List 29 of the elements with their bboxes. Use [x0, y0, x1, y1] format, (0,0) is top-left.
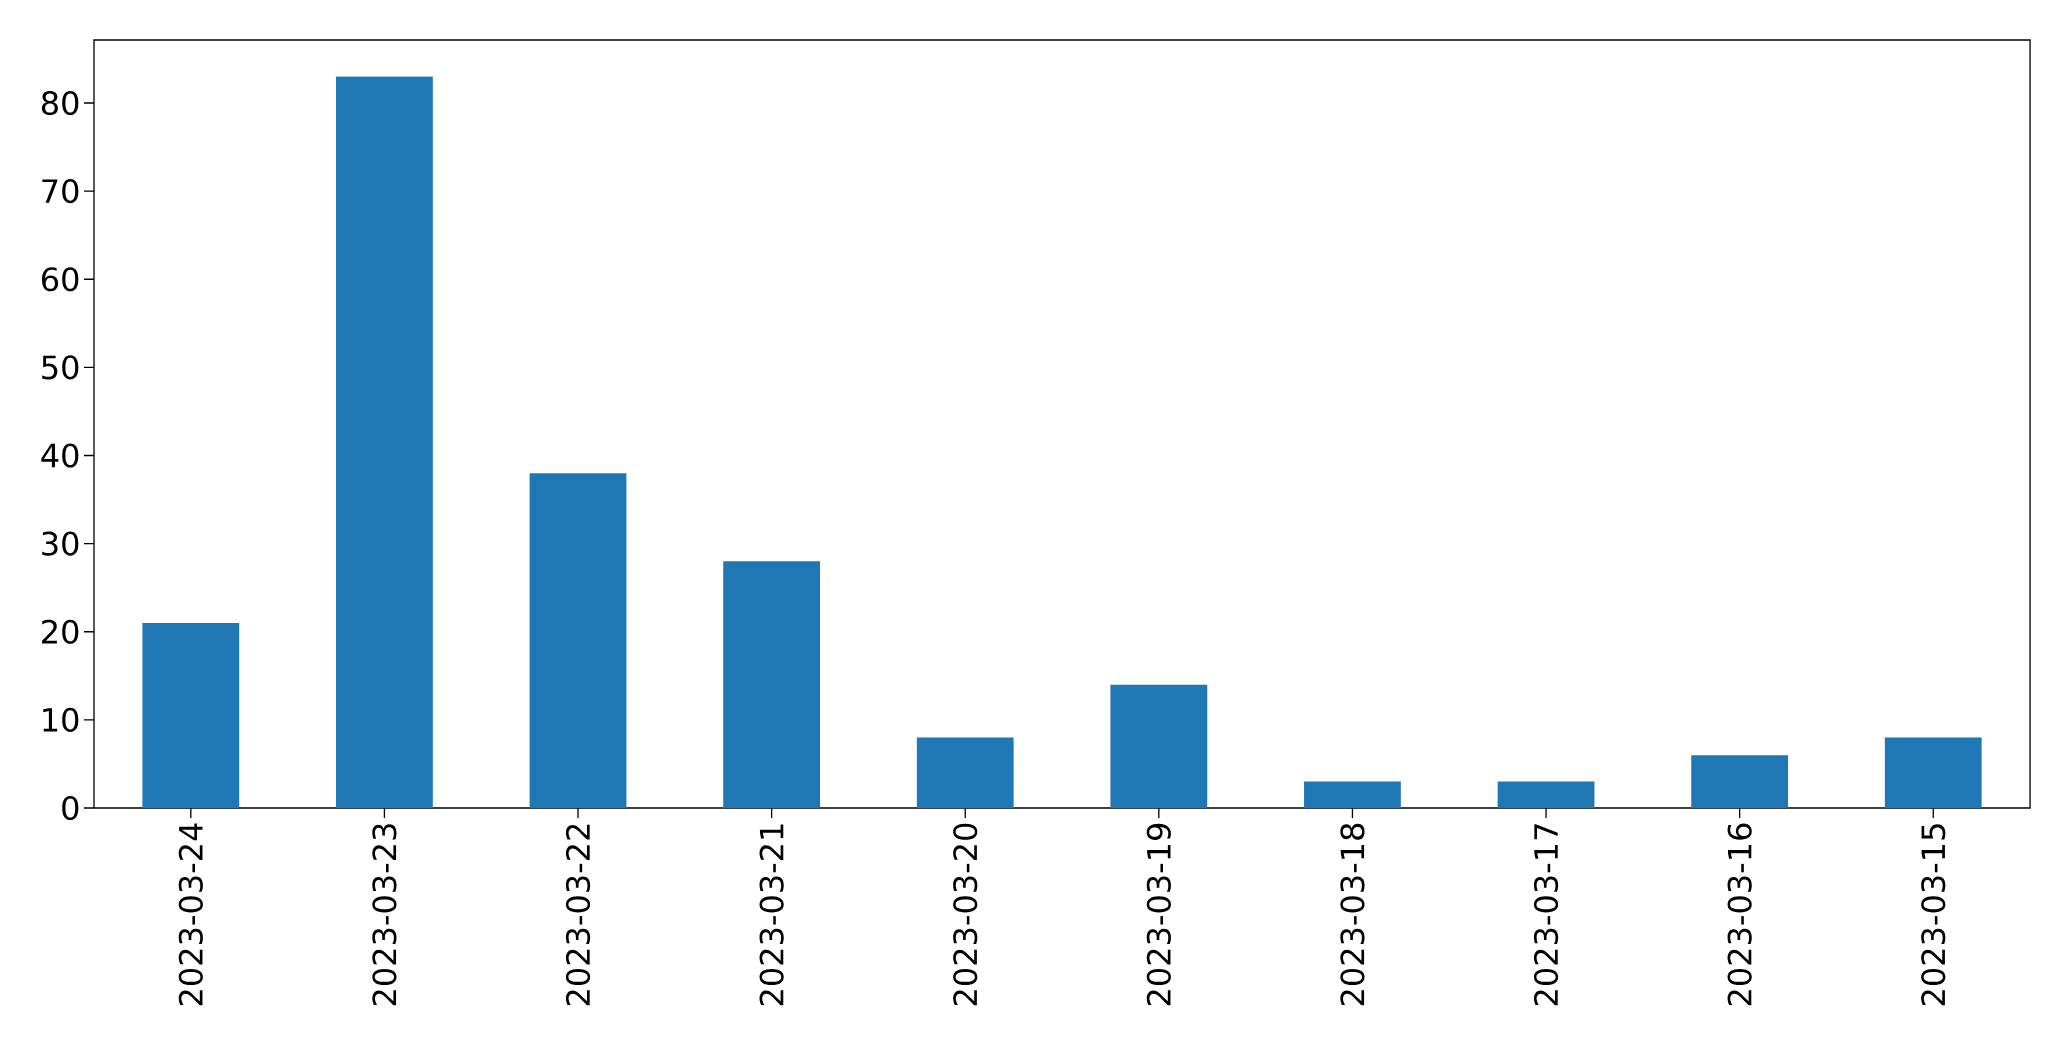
y-tick-label: 60: [41, 267, 79, 292]
y-tick-label: 20: [42, 619, 79, 644]
bar: [1110, 684, 1208, 808]
bar: [723, 561, 821, 808]
bar: [529, 473, 627, 808]
x-tick-label: 2023-03-18: [1340, 823, 1365, 1006]
y-tick-label: 10: [43, 707, 79, 732]
bar: [1497, 781, 1595, 808]
x-tick-label: 2023-03-17: [1533, 824, 1559, 1006]
y-tick-label: 50: [42, 355, 79, 380]
bar: [916, 737, 1014, 808]
x-tick-label: 2023-03-16: [1727, 823, 1752, 1006]
y-tick-label: 80: [41, 90, 79, 116]
x-tick-label: 2023-03-24: [178, 823, 203, 1006]
x-tick-label: 2023-03-20: [953, 823, 978, 1006]
y-tick-label: 40: [41, 443, 79, 468]
x-tick-label: 2023-03-15: [1921, 824, 1946, 1006]
x-tick-label: 2023-03-19: [1146, 823, 1171, 1006]
y-tick-label: 0: [62, 795, 79, 821]
bar: [1304, 781, 1401, 808]
bar: [1691, 755, 1789, 808]
y-tick-label: 30: [42, 531, 79, 556]
bar: [1884, 737, 1982, 808]
x-tick-label: 2023-03-22: [565, 824, 591, 1006]
y-tick-label: 70: [42, 179, 79, 204]
bar: [336, 76, 433, 808]
x-tick-label: 2023-03-23: [372, 824, 397, 1006]
x-tick-label: 2023-03-21: [759, 824, 784, 1006]
bar: [142, 622, 240, 808]
